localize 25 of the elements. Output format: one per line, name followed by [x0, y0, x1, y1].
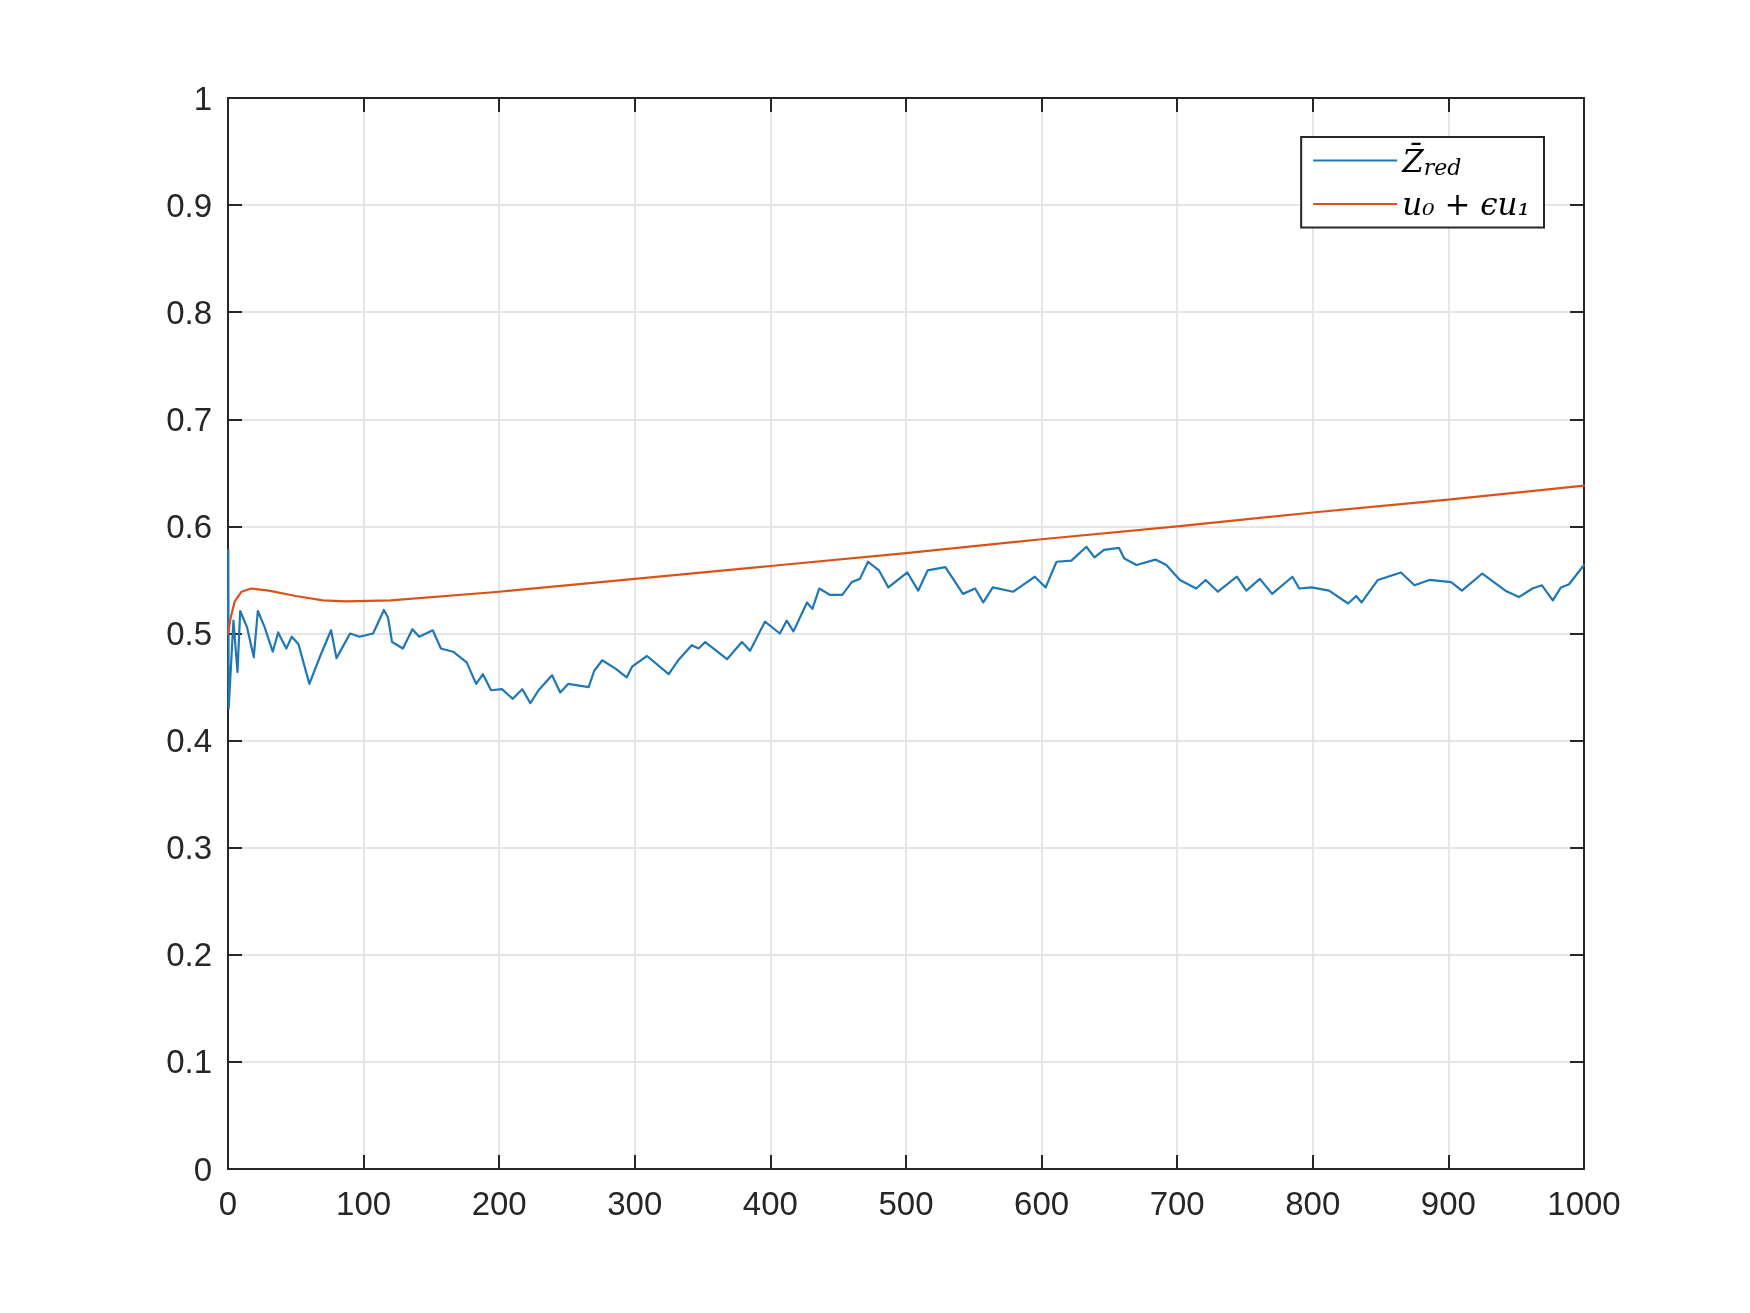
x-tick-label: 300	[607, 1185, 663, 1222]
y-tick-label: 0.4	[166, 722, 212, 760]
x-tick-label: 1000	[1547, 1185, 1621, 1222]
y-tick-label: 0	[193, 1150, 212, 1188]
line-series	[226, 545, 1586, 710]
x-tick-label: 900	[1420, 1185, 1476, 1222]
y-tick-label: 0.3	[166, 829, 212, 867]
y-tick-label: 0.9	[166, 186, 212, 224]
x-tick-label: 700	[1149, 1185, 1205, 1222]
x-tick-label: 400	[742, 1185, 798, 1222]
y-tick-label: 0.5	[166, 615, 212, 652]
y-tick-label: 0.8	[166, 293, 212, 331]
x-tick-label: 800	[1285, 1185, 1341, 1222]
legend-label: u₀ + ϵu₁	[1402, 186, 1531, 222]
line-series	[226, 484, 1586, 635]
x-tick-label: 100	[336, 1185, 392, 1222]
y-tick-label: 1	[193, 79, 212, 117]
y-tick-label: 0.6	[166, 507, 212, 545]
y-tick-label: 0.1	[166, 1043, 212, 1081]
x-tick-label: 0	[218, 1185, 238, 1222]
y-tick-label: 0.7	[166, 400, 212, 438]
y-tick-label: 0.2	[166, 936, 212, 974]
x-tick-label: 600	[1014, 1185, 1070, 1222]
x-tick-label: 200	[471, 1185, 527, 1222]
x-tick-label: 500	[878, 1185, 934, 1222]
